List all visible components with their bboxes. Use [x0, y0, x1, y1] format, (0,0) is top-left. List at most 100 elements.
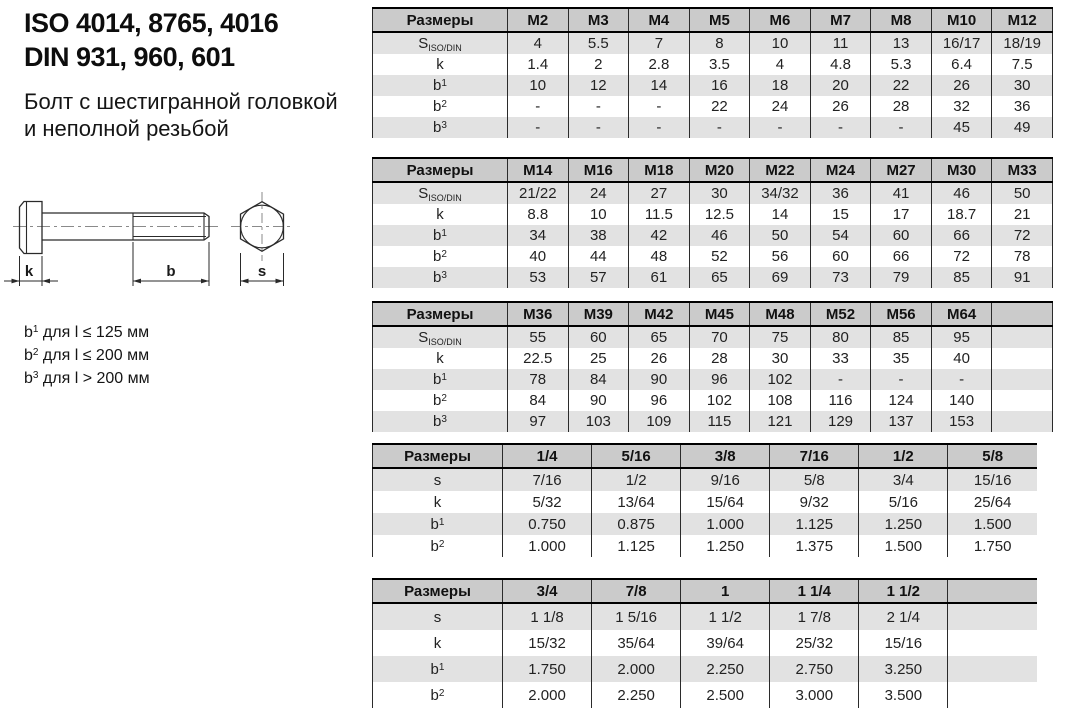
- value-cell: 70: [688, 326, 750, 348]
- value-cell: 22: [870, 75, 932, 96]
- value-cell: 39/64: [680, 630, 770, 656]
- imperial-table-quarter-to-fiveeighths: Размеры 1/4 5/16 3/8 7/16 1/2 5/8 s 7/16 1/2 9/16 5…: [372, 443, 1037, 557]
- product-description: Болт с шестигранной головкой и неполной …: [24, 88, 338, 142]
- size-column-header: 7/16: [769, 444, 859, 469]
- value-cell: 1 5/16: [591, 603, 681, 630]
- value-cell: 124: [870, 390, 932, 411]
- value-cell: -: [870, 369, 932, 390]
- value-cell: 91: [991, 267, 1053, 288]
- value-cell: 38: [567, 225, 629, 246]
- value-cell: 116: [809, 390, 871, 411]
- value-cell: 8.8: [507, 204, 569, 225]
- description-line-2: и неполной резьбой: [24, 116, 229, 141]
- table-row: k 1.4 2 2.8 3.5 4 4.8 5.3 6.4 7.5: [373, 54, 1053, 75]
- head-chamfer-circle: [240, 204, 284, 249]
- dimensions-header: Размеры: [372, 579, 503, 604]
- value-cell: 24: [567, 182, 629, 204]
- arrowhead: [240, 278, 249, 284]
- dimensions-header: Размеры: [372, 158, 508, 183]
- value-cell: 1 1/2: [680, 603, 770, 630]
- size-column-header: 1/2: [858, 444, 948, 469]
- value-cell: 13/64: [591, 491, 681, 513]
- value-cell: 10: [749, 32, 811, 54]
- value-cell: 35/64: [591, 630, 681, 656]
- table-header-row: Размеры M36 M39 M42 M45 M48 M52 M56 M64: [372, 302, 1053, 327]
- value-cell: 140: [930, 390, 992, 411]
- value-cell: 69: [749, 267, 811, 288]
- value-cell: -: [688, 117, 750, 138]
- value-cell: 1 1/8: [501, 603, 592, 630]
- value-cell: 84: [567, 369, 629, 390]
- row-label: b1: [372, 513, 503, 535]
- value-cell: 11: [809, 32, 871, 54]
- value-cell: 26: [809, 96, 871, 117]
- row-label: k: [436, 206, 444, 223]
- value-cell: 80: [809, 326, 871, 348]
- metric-table-m14-m33: Размеры M14 M16 M18 M20 M22 M24 M27 M30 M33 SISO/D…: [372, 157, 1053, 288]
- value-cell: 9/16: [680, 468, 770, 491]
- value-cell: 55: [507, 326, 569, 348]
- row-label: s: [372, 603, 503, 630]
- size-column-header: M36: [507, 302, 569, 327]
- value-cell: 66: [930, 225, 992, 246]
- note-line: b1 для l ≤ 125 мм: [24, 324, 150, 341]
- value-cell: 18: [749, 75, 811, 96]
- arrowhead: [275, 278, 284, 284]
- table-row: b2 2.000 2.250 2.500 3.000 3.500: [373, 682, 1037, 708]
- value-cell: -: [749, 117, 811, 138]
- row-label: b1: [372, 369, 508, 390]
- value-cell: 2 1/4: [858, 603, 948, 630]
- arrowhead: [201, 278, 209, 284]
- value-cell: 26: [930, 75, 992, 96]
- value-cell: 3.000: [769, 682, 859, 708]
- dimension-table: Размеры 1/4 5/16 3/8 7/16 1/2 5/8 s 7/16 1/2 9/16 5…: [372, 443, 1037, 557]
- value-cell: 52: [688, 246, 750, 267]
- dimension-table: Размеры M36 M39 M42 M45 M48 M52 M56 M64 SISO/DIN 5…: [372, 301, 1053, 432]
- value-cell: [947, 656, 1037, 682]
- value-cell: 40: [507, 246, 569, 267]
- value-cell: 28: [688, 348, 750, 369]
- size-column-header: M5: [688, 8, 750, 33]
- table-row: b2 40 44 48 52 56 60 66 72 78: [373, 246, 1053, 267]
- value-cell: 30: [991, 75, 1053, 96]
- value-cell: 41: [870, 182, 932, 204]
- size-column-header: M45: [688, 302, 750, 327]
- value-cell: 72: [991, 225, 1053, 246]
- din-standards-line: DIN 931, 960, 601: [24, 42, 235, 72]
- row-label: b1: [372, 75, 508, 96]
- size-column-header: M12: [991, 8, 1053, 33]
- value-cell: 60: [567, 326, 629, 348]
- value-cell: 5/32: [501, 491, 592, 513]
- value-cell: 1.750: [947, 535, 1037, 557]
- value-cell: 66: [870, 246, 932, 267]
- row-label: b1: [372, 656, 503, 682]
- value-cell: 3.5: [688, 54, 750, 75]
- value-cell: 109: [628, 411, 690, 432]
- value-cell: 2.000: [501, 682, 592, 708]
- value-cell: 1.000: [680, 513, 770, 535]
- size-column-header: M10: [930, 8, 992, 33]
- dimensions-header: Размеры: [372, 444, 503, 469]
- value-cell: 121: [749, 411, 811, 432]
- value-cell: 79: [870, 267, 932, 288]
- value-cell: 5.5: [567, 32, 629, 54]
- value-cell: 7: [628, 32, 690, 54]
- value-cell: 4: [749, 54, 811, 75]
- value-cell: 1.750: [501, 656, 592, 682]
- value-cell: [947, 603, 1037, 630]
- value-cell: 35: [870, 348, 932, 369]
- value-cell: 11.5: [628, 204, 690, 225]
- table-row: SISO/DIN 55 60 65 70 75 80 85 95: [372, 326, 1053, 348]
- table-row: b1 10 12 14 16 18 20 22 26 30: [372, 75, 1053, 96]
- value-cell: 78: [507, 369, 569, 390]
- size-column-header: M16: [567, 158, 629, 183]
- size-column-header: M6: [749, 8, 811, 33]
- row-label: SISO/DIN: [372, 32, 508, 54]
- table-row: b3- - - - - - -45 49: [372, 117, 1053, 138]
- value-cell: 36: [991, 96, 1053, 117]
- value-cell: -: [809, 369, 871, 390]
- value-cell: 18.7: [930, 204, 992, 225]
- size-column-header: M27: [870, 158, 932, 183]
- size-column-header: M30: [930, 158, 992, 183]
- value-cell: 2.750: [769, 656, 859, 682]
